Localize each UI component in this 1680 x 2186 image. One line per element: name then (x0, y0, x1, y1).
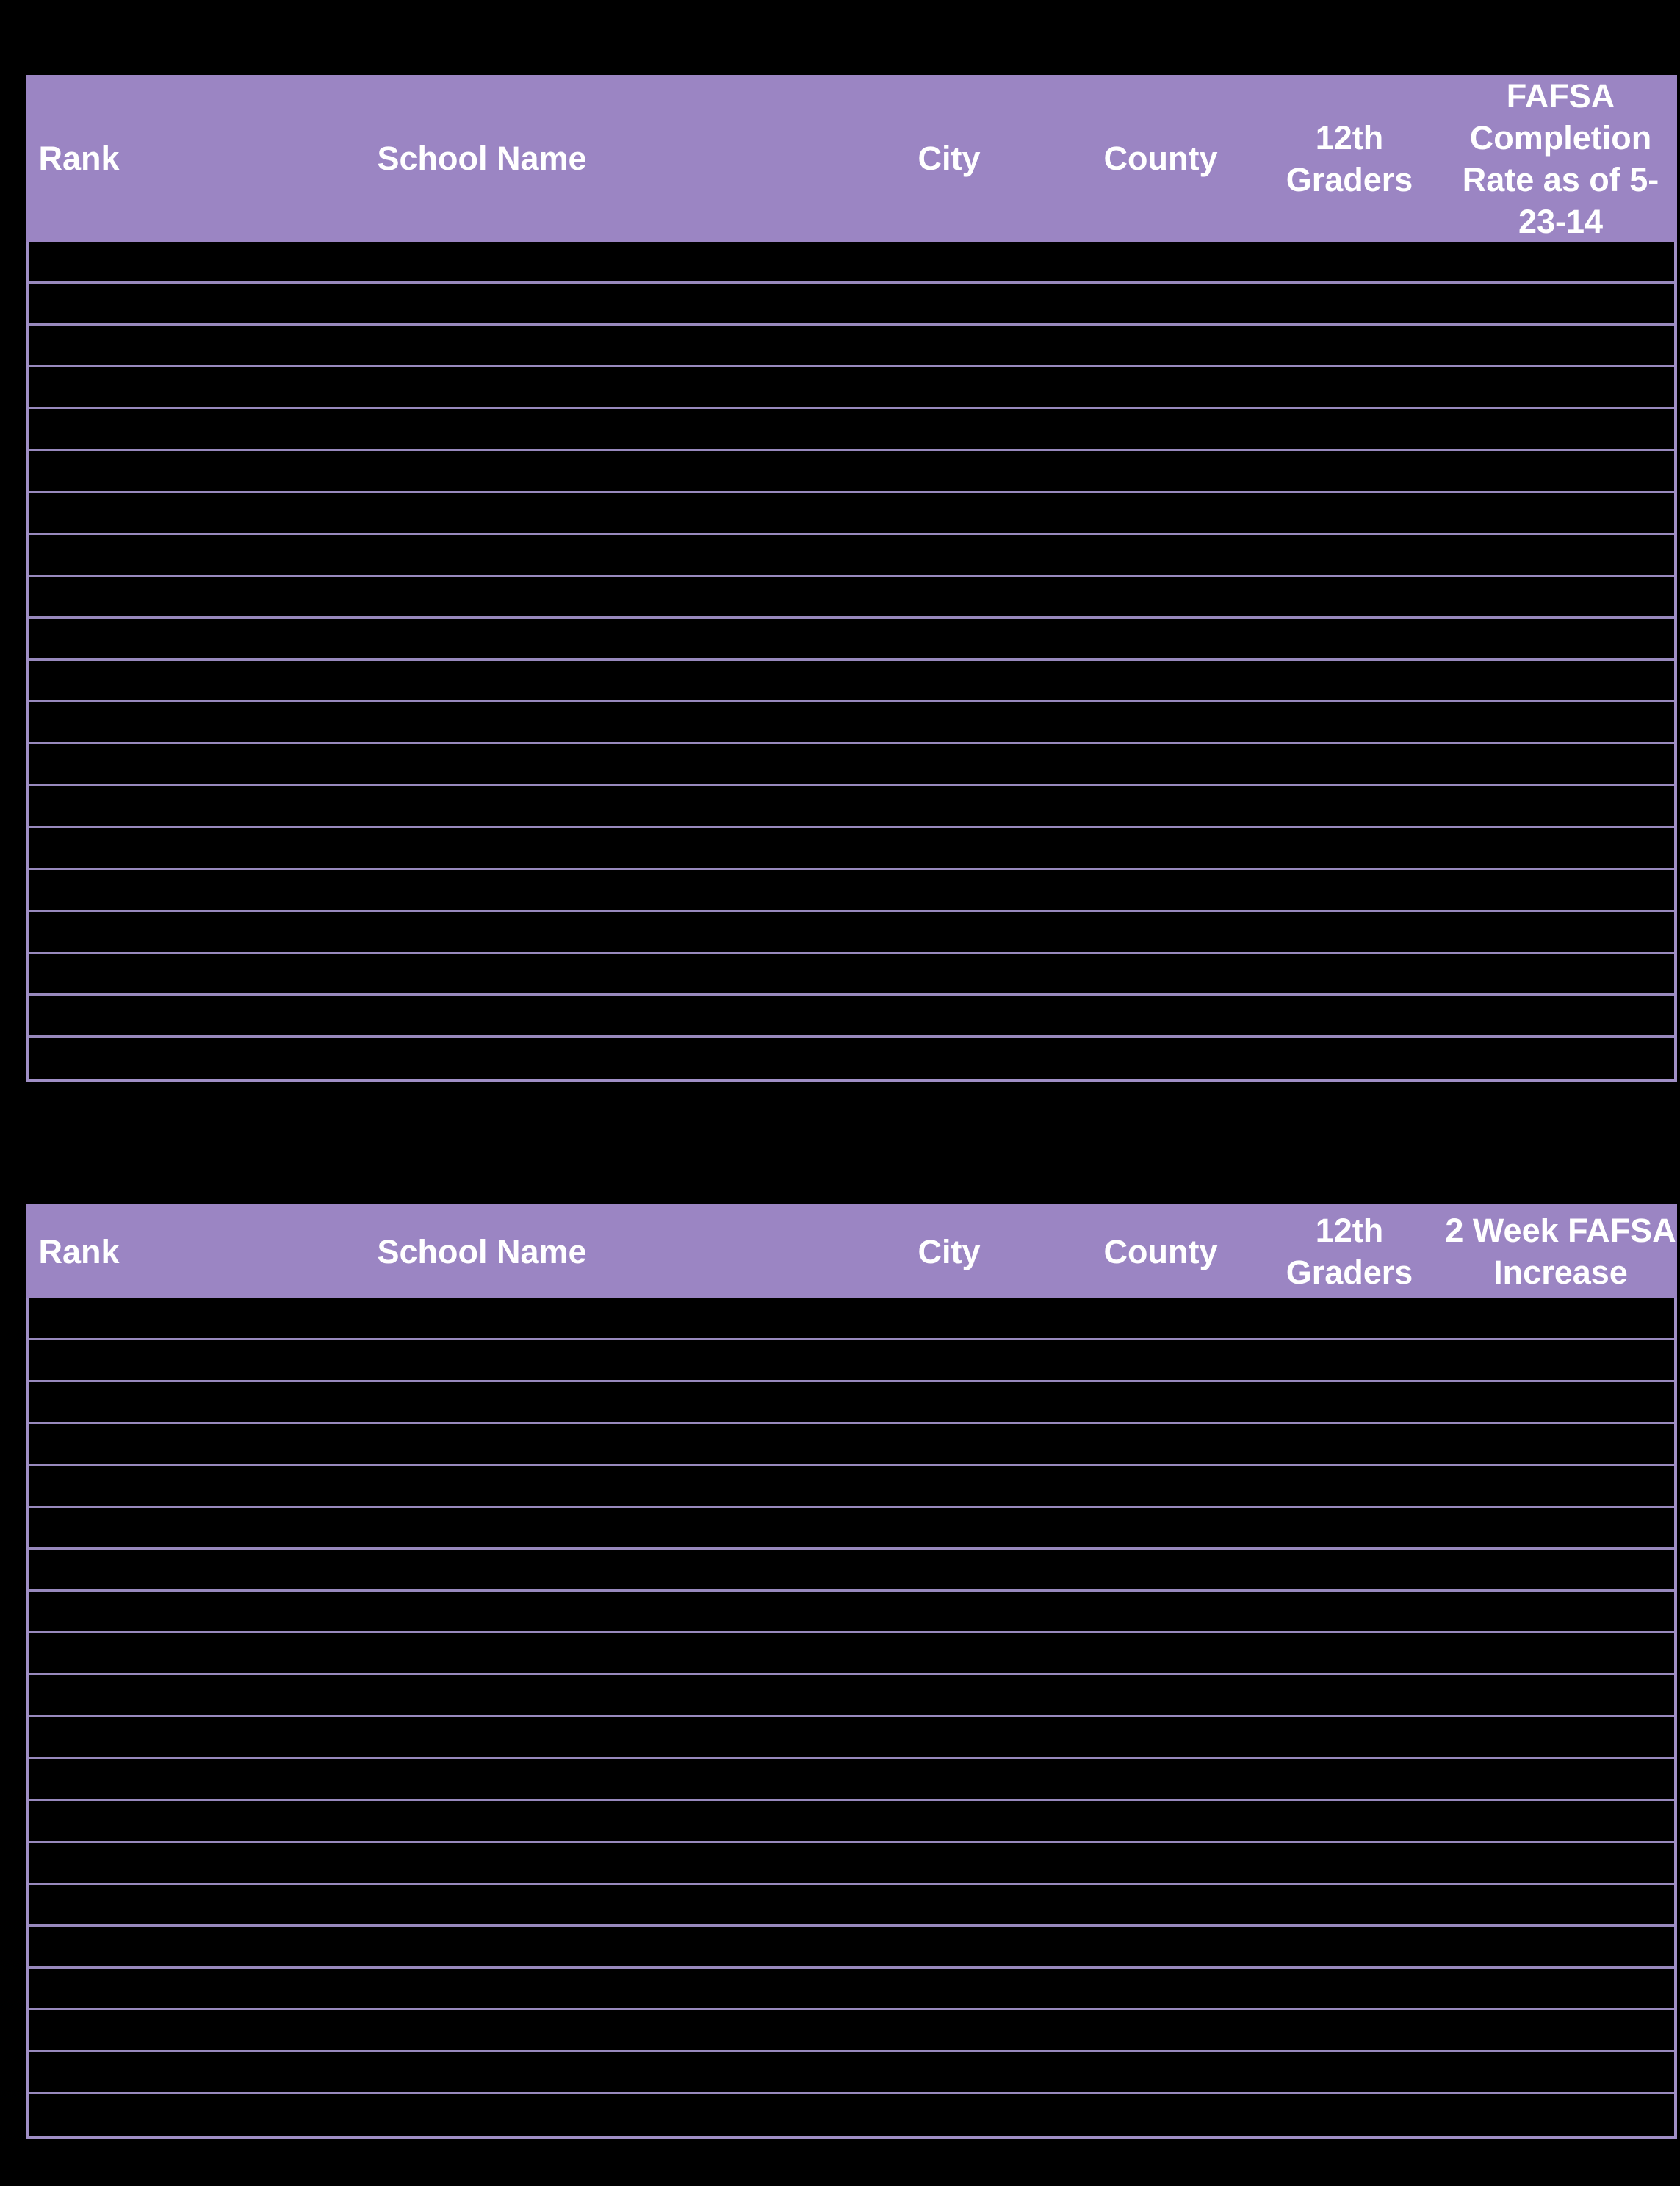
header-cell-12th-graders: 12th Graders (1255, 1204, 1444, 1298)
table-row (29, 1466, 1674, 1508)
table-row (29, 1550, 1674, 1592)
two-week-increase-table: Rank School Name City County 12th Grader… (26, 1204, 1677, 2139)
table-row (29, 1424, 1674, 1466)
table-row (29, 786, 1674, 828)
table-row (29, 996, 1674, 1038)
header-cell-county: County (1067, 75, 1255, 242)
header-label-fafsa-completion-rate: FAFSA Completion Rate as of 5-23-14 (1462, 76, 1659, 240)
table-row (29, 1382, 1674, 1424)
table-row (29, 1927, 1674, 1969)
table-row (29, 619, 1674, 661)
table-row (29, 409, 1674, 451)
table-row (29, 1969, 1674, 2010)
header-cell-fafsa-completion-rate: FAFSA Completion Rate as of 5-23-14 (1444, 75, 1677, 242)
header-cell-county: County (1067, 1204, 1255, 1298)
table-row (29, 2010, 1674, 2052)
header-label-county: County (1103, 1232, 1218, 1270)
table-row (29, 702, 1674, 744)
header-cell-rank: Rank (26, 1204, 132, 1298)
table-row (29, 1885, 1674, 1927)
two-week-increase-rows (26, 1298, 1677, 2139)
header-cell-12th-graders: 12th Graders (1255, 75, 1444, 242)
fafsa-completion-table: Rank School Name City County 12th Grader… (26, 75, 1677, 1082)
table-row (29, 1675, 1674, 1717)
table-row (29, 912, 1674, 954)
table-row (29, 1508, 1674, 1550)
table-row (29, 2052, 1674, 2094)
header-label-12th-graders: 12th Graders (1286, 1212, 1413, 1291)
header-cell-school-name: School Name (132, 1204, 832, 1298)
table-row (29, 828, 1674, 870)
table-row (29, 1801, 1674, 1843)
header-label-city: City (917, 140, 981, 177)
table-row (29, 367, 1674, 409)
fafsa-completion-rows (26, 242, 1677, 1082)
header-label-rank: Rank (38, 1232, 120, 1270)
table-row (29, 1759, 1674, 1801)
header-cell-city: City (832, 75, 1067, 242)
header-label-two-week-fafsa-increase: 2 Week FAFSA Increase (1445, 1212, 1676, 1291)
table-row (29, 954, 1674, 996)
header-label-rank: Rank (38, 140, 120, 177)
table-row (29, 284, 1674, 326)
table-row (29, 1038, 1674, 1079)
table-row (29, 326, 1674, 367)
table-row (29, 2094, 1674, 2136)
header-cell-two-week-fafsa-increase: 2 Week FAFSA Increase (1444, 1204, 1677, 1298)
header-label-12th-graders: 12th Graders (1286, 118, 1413, 198)
table-row (29, 242, 1674, 284)
table-row (29, 1298, 1674, 1340)
header-label-school-name: School Name (377, 1232, 587, 1270)
table-row (29, 1717, 1674, 1759)
table-row (29, 661, 1674, 702)
fafsa-completion-header-row: Rank School Name City County 12th Grader… (26, 75, 1677, 242)
table-row (29, 1633, 1674, 1675)
table-row (29, 535, 1674, 577)
table-row (29, 493, 1674, 535)
table-row (29, 1340, 1674, 1382)
header-label-city: City (917, 1232, 981, 1270)
header-label-school-name: School Name (377, 140, 587, 177)
header-cell-city: City (832, 1204, 1067, 1298)
table-row (29, 577, 1674, 619)
table-row (29, 744, 1674, 786)
table-row (29, 1592, 1674, 1633)
two-week-increase-header-row: Rank School Name City County 12th Grader… (26, 1204, 1677, 1298)
table-row (29, 1843, 1674, 1885)
header-cell-school-name: School Name (132, 75, 832, 242)
header-cell-rank: Rank (26, 75, 132, 242)
table-row (29, 870, 1674, 912)
header-label-county: County (1103, 140, 1218, 177)
table-row (29, 451, 1674, 493)
